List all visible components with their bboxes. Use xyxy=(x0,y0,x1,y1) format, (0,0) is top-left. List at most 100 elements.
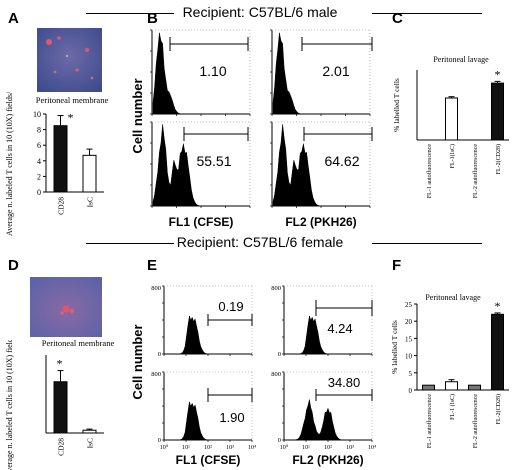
panel-y-tick-label: 800 xyxy=(151,285,161,292)
x-tick-label: IsC xyxy=(86,438,95,448)
gate-percentage: 55.51 xyxy=(196,153,231,169)
panel-letter-c: C xyxy=(392,10,403,27)
chart-title: Peritoneal membrane xyxy=(36,95,109,105)
x-tick-label: FL-1 autofluorescence xyxy=(426,144,433,198)
significance-star: * xyxy=(57,357,63,371)
row2-title: Recipient: C57BL/6 female xyxy=(176,234,344,250)
x-tick-label: FL-2 autofluorescence xyxy=(472,394,479,448)
row1-rule-left xyxy=(86,13,174,14)
x-tick-label: FL-1 autofluorescence xyxy=(426,394,433,448)
histogram xyxy=(165,315,251,355)
panel-y-tick-label: 0 xyxy=(158,351,161,358)
y-tick-label: 10 xyxy=(33,110,41,119)
y-tick-label: 15 xyxy=(405,335,413,343)
significance-star: * xyxy=(68,111,74,125)
row2-rule-right xyxy=(372,243,482,244)
bar-isc xyxy=(82,154,97,193)
chart-f: Peritoneal lavage % labelled T cells 0 5 10 1… xyxy=(390,293,509,448)
gate-percentage: 0.19 xyxy=(218,299,243,314)
panel-y-tick-label: 800 xyxy=(271,285,281,292)
y-tick-label: 2 xyxy=(37,172,41,181)
y-tick-label: 4 xyxy=(37,157,41,166)
y-tick-label: 10 xyxy=(405,353,413,361)
chart-d: Peritoneal membrane Average n. labeled T … xyxy=(5,340,115,470)
y-tick-label: 6 xyxy=(37,141,41,150)
x-tick-label: FL-2(CD28) xyxy=(495,394,502,424)
chart-c: Peritoneal lavage % labelled T cells FL-1 … xyxy=(392,55,509,198)
micrograph-female xyxy=(30,277,102,337)
x-tick-label: FL-1 (IsC) xyxy=(449,394,456,420)
histogram xyxy=(285,399,371,441)
y-tick-label: 20 xyxy=(405,318,413,326)
y-tick-label: 5 xyxy=(409,370,413,378)
chart-b: Cell number FL1 (CFSE) FL2 (PKH26) 1.10 2.01… xyxy=(130,29,373,229)
bar-0 xyxy=(422,384,435,391)
micrograph-male xyxy=(37,28,102,92)
bar-1 xyxy=(445,97,458,141)
gate-percentage: 4.24 xyxy=(327,321,352,336)
histogram xyxy=(152,32,249,115)
micrograph-female-image xyxy=(30,277,102,337)
chart-title: Peritoneal membrane xyxy=(42,340,115,348)
panel-x-tick-label: 10² xyxy=(204,445,212,451)
y-tick-label: 25 xyxy=(405,301,413,309)
panel-letter-b: B xyxy=(147,10,158,27)
panel-x-tick-label: 10³ xyxy=(226,445,234,451)
x-axis-label: FL2 (PKH26) xyxy=(292,453,363,467)
histogram xyxy=(272,32,369,115)
panel-letter-f: F xyxy=(392,257,402,274)
panel-x-tick-label: 10⁴ xyxy=(368,445,376,451)
micrograph-male-image xyxy=(37,28,102,92)
gate-percentage: 1.10 xyxy=(199,63,226,79)
gate-percentage: 1.90 xyxy=(219,410,244,425)
y-axis-label: % labelled T cells xyxy=(392,78,401,132)
y-axis-label: Cell number xyxy=(130,324,145,399)
panel-y-tick-label: 0 xyxy=(158,437,161,444)
x-axis-label: FL1 (CFSE) xyxy=(176,453,241,467)
x-tick-label: FL-2(CD28) xyxy=(495,144,502,174)
panel-x-tick-label: 10¹ xyxy=(182,445,190,451)
y-tick-label: 0 xyxy=(409,387,413,395)
x-tick-label: IsC xyxy=(86,197,95,207)
histogram xyxy=(285,315,371,355)
panel-x-tick-label: 10³ xyxy=(346,445,354,451)
row1-title: Recipient: C57BL/6 male xyxy=(182,4,338,20)
y-axis-label: Cell number xyxy=(130,78,145,153)
x-tick-label: CD28 xyxy=(57,197,66,215)
y-axis-label: % labelled T cells xyxy=(390,320,399,374)
y-axis-label: Average n. labeled T cells in 10 (10X) f… xyxy=(5,340,14,470)
panel-x-tick-label: 10⁴ xyxy=(248,445,256,451)
chart-a: Peritoneal membrane Average n. labeled T … xyxy=(5,92,109,236)
significance-star: * xyxy=(495,67,501,81)
panel-y-tick-label: 0 xyxy=(278,437,281,444)
row1-rule-right xyxy=(372,13,482,14)
bar-3 xyxy=(491,82,504,141)
x-axis-label: FL1 (CFSE) xyxy=(169,215,234,229)
panel-y-tick-label: 800 xyxy=(151,371,161,378)
panel-y-tick-label: 800 xyxy=(271,371,281,378)
x-axis-label: FL2 (PKH26) xyxy=(285,215,356,229)
histogram xyxy=(165,401,251,441)
bar-cd28 xyxy=(53,125,68,193)
row2-rule-left xyxy=(86,243,174,244)
panel-x-tick-label: 10⁰ xyxy=(160,444,169,451)
y-axis-label: Average n. labeled T cells in 10 (10X) f… xyxy=(5,92,14,236)
chart-title: Peritoneal lavage xyxy=(433,55,489,64)
gate-percentage: 34.80 xyxy=(328,375,361,390)
histogram xyxy=(272,124,369,207)
gate-percentage: 2.01 xyxy=(322,63,349,79)
panel-x-tick-label: 10¹ xyxy=(302,445,310,451)
y-tick-label: 0 xyxy=(37,188,41,197)
histogram xyxy=(152,124,249,207)
chart-e: Cell number FL1 (CFSE) FL2 (PKH26) 0 800 0.19… xyxy=(130,285,376,467)
panel-letter-d: D xyxy=(8,257,19,274)
bar-isc xyxy=(82,429,97,434)
x-tick-label: FL-2 autofluorescence xyxy=(472,144,479,198)
significance-star: * xyxy=(495,299,501,313)
bar-cd28 xyxy=(53,381,68,434)
panel-x-tick-label: 10⁰ xyxy=(280,444,289,451)
gate-percentage: 64.62 xyxy=(324,153,359,169)
bar-3 xyxy=(491,313,504,391)
x-tick-label: CD28 xyxy=(57,438,66,456)
